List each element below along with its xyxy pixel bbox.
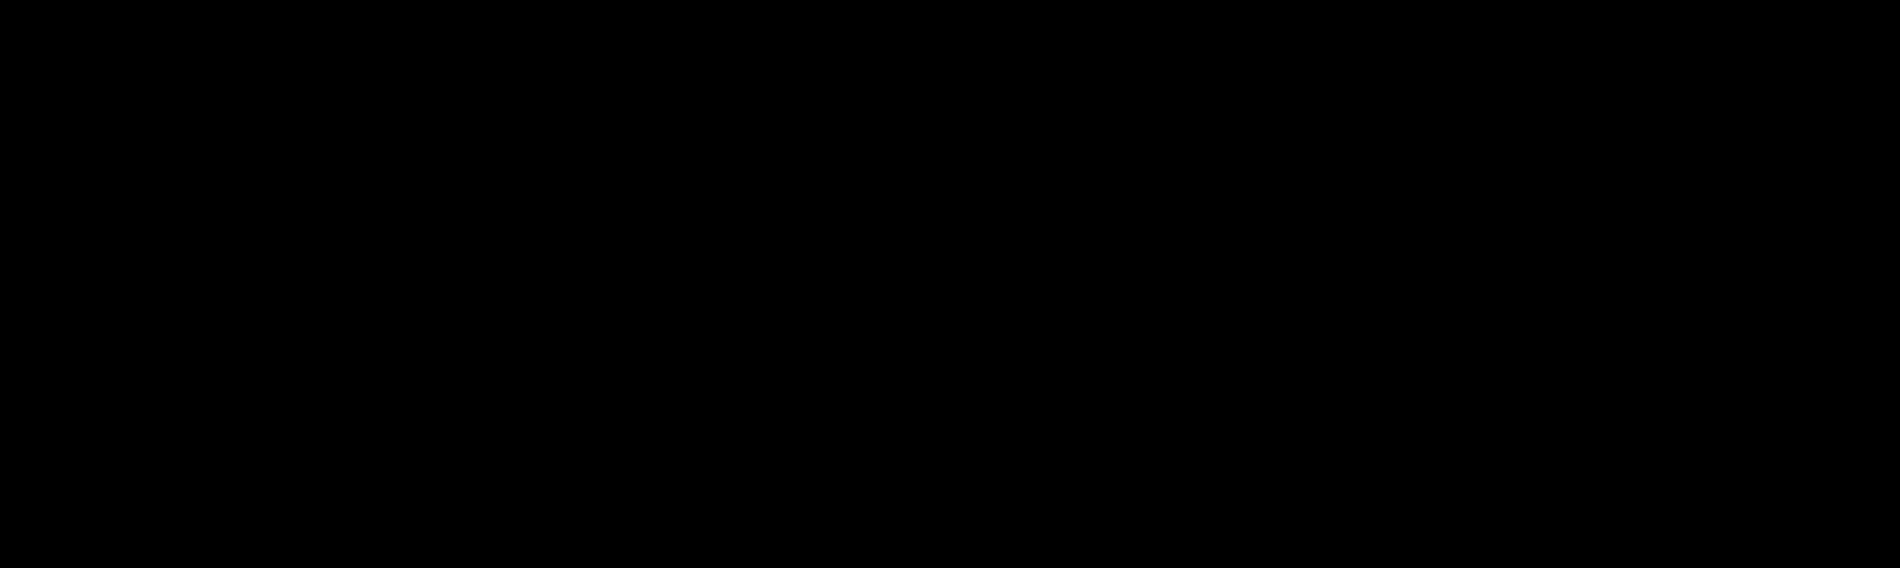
heat-point — [94, 192, 130, 228]
heat-point — [218, 473, 262, 517]
heat-point — [194, 380, 230, 416]
heat-point — [128, 257, 164, 293]
heat-point — [71, 154, 119, 202]
heat-intensity-layer — [0, 12, 748, 542]
heat-point — [678, 353, 722, 397]
heat-point — [139, 281, 187, 329]
heat-point — [666, 456, 714, 504]
heat-point — [476, 488, 524, 536]
heat-point — [204, 404, 252, 452]
heat-point — [162, 317, 198, 353]
heat-point — [172, 342, 220, 390]
heat-point — [686, 238, 730, 282]
heat-point — [712, 142, 748, 178]
heat-point — [628, 473, 672, 517]
heat-point — [560, 480, 600, 520]
heat-point — [0, 12, 40, 56]
heat-point — [680, 298, 724, 342]
heat-point — [258, 498, 302, 542]
heat-point — [324, 486, 376, 538]
heat-point — [381, 488, 429, 536]
heat-point — [693, 178, 737, 222]
